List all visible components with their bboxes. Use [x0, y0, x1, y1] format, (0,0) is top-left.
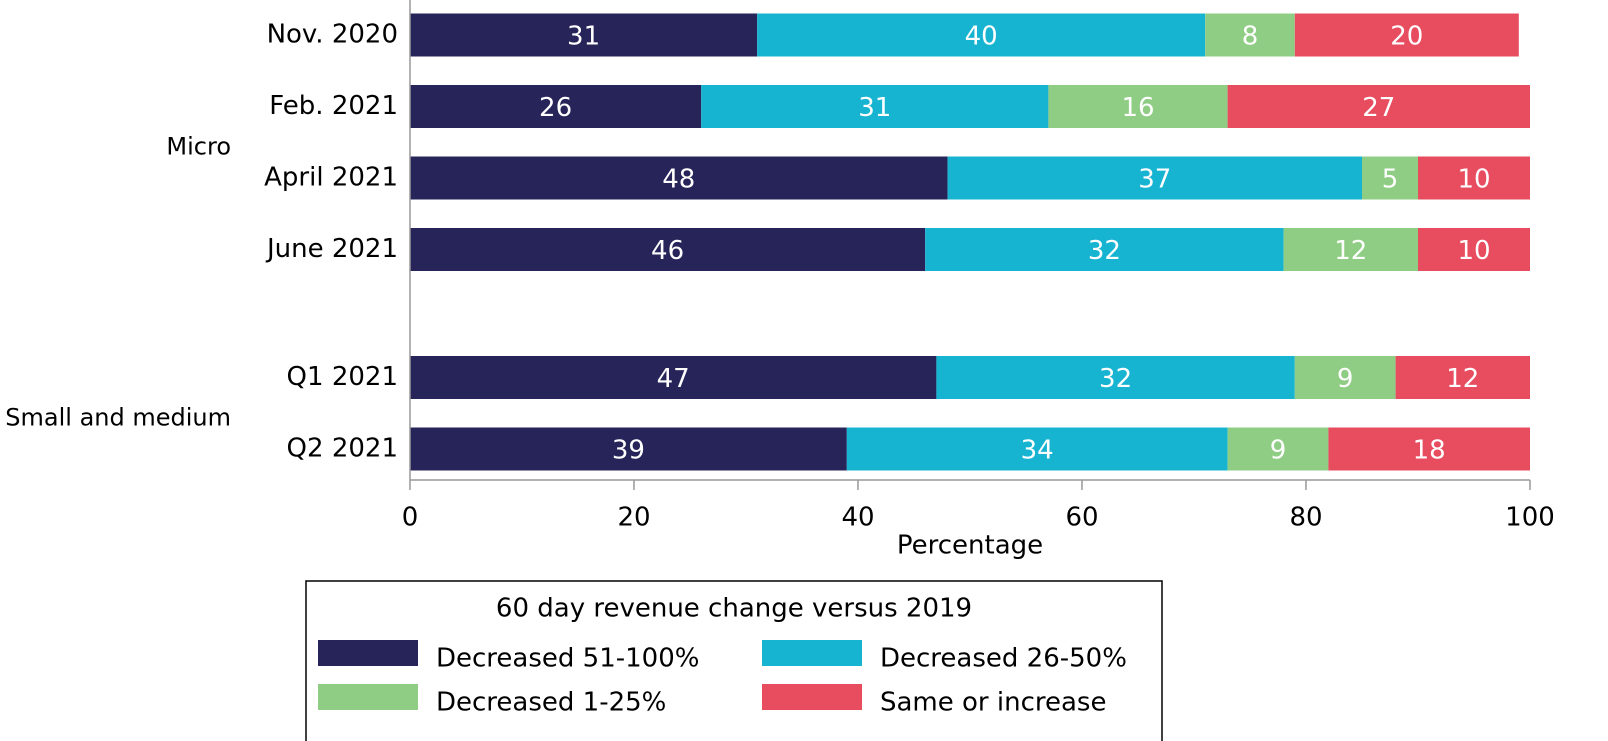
data-label: 12 [1334, 236, 1367, 266]
bar-segment [1395, 356, 1530, 399]
legend-swatch [762, 640, 862, 666]
data-label: 8 [1242, 22, 1259, 52]
x-tick-label: 100 [1505, 503, 1555, 533]
data-label: 16 [1121, 93, 1154, 123]
bar-segment [410, 156, 948, 200]
bar-segment [1362, 156, 1418, 200]
data-label: 9 [1337, 364, 1354, 394]
data-label: 32 [1099, 364, 1132, 394]
data-label: 32 [1088, 236, 1121, 266]
x-tick-label: 20 [617, 503, 650, 533]
group-label: Micro [166, 132, 231, 160]
bar-segment [410, 228, 926, 271]
x-tick-label: 80 [1289, 503, 1322, 533]
bar-segment [1328, 427, 1530, 471]
y-tick-label: Q1 2021 [287, 362, 398, 392]
legend-label: Decreased 26-50% [880, 644, 1127, 674]
data-label: 31 [858, 93, 891, 123]
bar-segment [410, 13, 758, 57]
bar-segment [1048, 85, 1228, 128]
data-label: 48 [662, 165, 695, 195]
data-label: 10 [1457, 165, 1490, 195]
bar-segment [1418, 156, 1530, 200]
data-label: 10 [1457, 236, 1490, 266]
y-tick-label: April 2021 [264, 163, 398, 193]
y-tick-label: Feb. 2021 [269, 91, 398, 121]
data-label: 18 [1413, 436, 1446, 466]
legend-swatch [762, 684, 862, 710]
data-label: 9 [1270, 436, 1287, 466]
bar-segment [1418, 228, 1530, 271]
legend-label: Decreased 51-100% [436, 644, 699, 674]
data-label: 20 [1390, 22, 1423, 52]
bar-segment [947, 156, 1362, 200]
group-label: Small and medium [5, 403, 231, 431]
data-label: 37 [1138, 165, 1171, 195]
data-label: 46 [651, 236, 684, 266]
bar-segment [1283, 228, 1418, 271]
bar-segment [1205, 13, 1295, 57]
data-label: 39 [612, 436, 645, 466]
x-tick-label: 0 [402, 503, 419, 533]
x-axis-label: Percentage [897, 531, 1043, 561]
bar-segment [925, 228, 1284, 271]
bar-segment [410, 356, 937, 399]
bar-segment [410, 427, 847, 471]
bar-segment [1227, 427, 1329, 471]
y-tick-label: Nov. 2020 [267, 20, 398, 50]
y-tick-label: Q2 2021 [287, 434, 398, 464]
data-label: 34 [1021, 436, 1054, 466]
x-tick-label: 40 [841, 503, 874, 533]
y-tick-label: June 2021 [265, 234, 398, 264]
data-label: 26 [539, 93, 572, 123]
data-label: 5 [1382, 165, 1399, 195]
legend-swatch [318, 684, 418, 710]
bar-segment [1294, 13, 1519, 57]
legend-box [305, 580, 1163, 741]
bar-segment [846, 427, 1228, 471]
bar-segment [1227, 85, 1530, 128]
data-label: 47 [657, 364, 690, 394]
bar-segment [757, 13, 1206, 57]
data-label: 40 [965, 22, 998, 52]
bar-segment [936, 356, 1295, 399]
legend-title: 60 day revenue change versus 2019 [496, 594, 972, 624]
data-label: 27 [1362, 93, 1395, 123]
bar-segment [1294, 356, 1396, 399]
bar-segment [701, 85, 1049, 128]
legend-swatch [318, 640, 418, 666]
data-label: 12 [1446, 364, 1479, 394]
x-tick-label: 60 [1065, 503, 1098, 533]
bar-segment [410, 85, 702, 128]
legend-label: Same or increase [880, 688, 1106, 718]
data-label: 31 [567, 22, 600, 52]
legend-label: Decreased 1-25% [436, 688, 666, 718]
